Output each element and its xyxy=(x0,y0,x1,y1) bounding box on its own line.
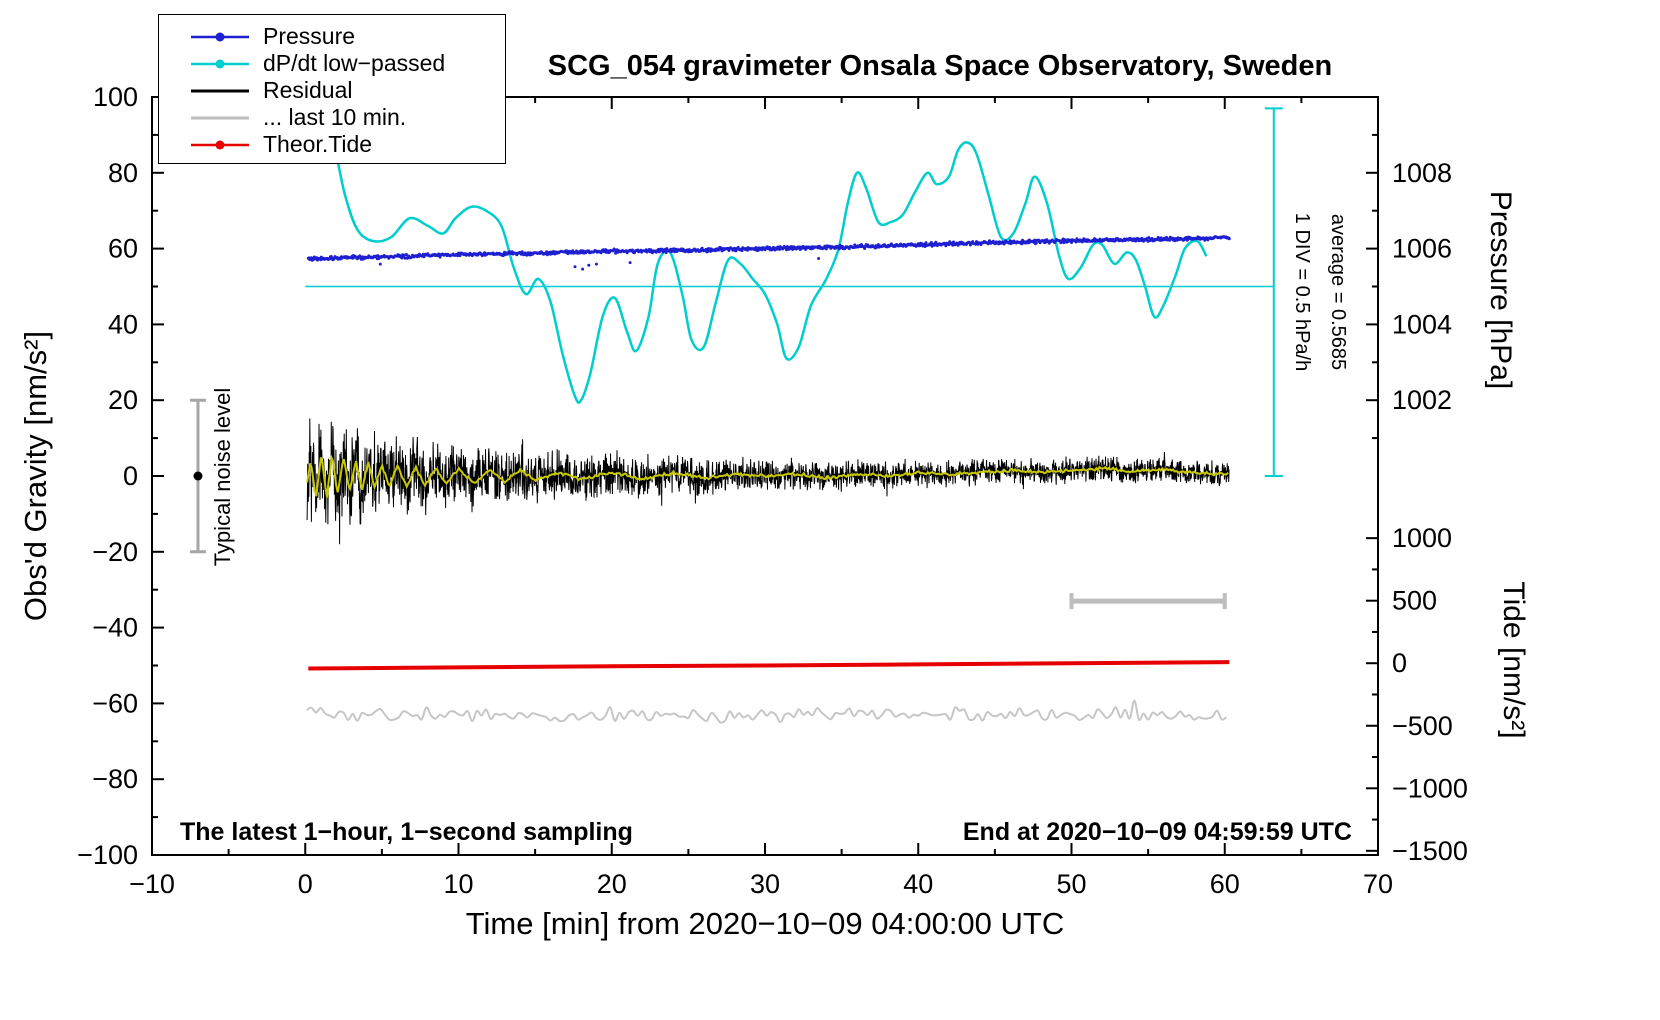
legend-item: Pressure xyxy=(159,23,505,50)
tick-label: 0 xyxy=(298,869,313,899)
legend-item: ... last 10 min. xyxy=(159,104,505,131)
legend-label: Residual xyxy=(263,77,353,103)
tick-label: −1000 xyxy=(1392,773,1468,803)
last10-series xyxy=(306,699,1227,724)
div-scale-label: 1 DIV = 0.5 hPa/h xyxy=(1291,212,1314,372)
legend-item: Theor.Tide xyxy=(159,131,505,158)
legend-marker-dot-icon xyxy=(215,140,225,149)
legend-label: dP/dt low−passed xyxy=(263,50,446,76)
y-axis-label-gravity: Obs'd Gravity [nm/s²] xyxy=(18,330,53,622)
tick-label: −500 xyxy=(1392,711,1453,741)
tick-label: −10 xyxy=(129,869,175,899)
tick-label: 1008 xyxy=(1392,158,1452,188)
y-axis-label-tide: Tide [nm/s²] xyxy=(1497,581,1530,739)
legend-marker-dot-icon xyxy=(215,59,225,68)
tick-label: 1004 xyxy=(1392,309,1452,339)
legend-line-icon xyxy=(191,140,249,149)
end-time-note: End at 2020−10−09 04:59:59 UTC xyxy=(962,818,1352,846)
legend-marker-dot-icon xyxy=(215,32,225,41)
sampling-note: The latest 1−hour, 1−second sampling xyxy=(180,818,633,846)
tick-label: 20 xyxy=(597,869,627,899)
x-axis-label: Time [min] from 2020−10−09 04:00:00 UTC xyxy=(465,906,1065,941)
tick-label: 60 xyxy=(108,234,138,264)
tick-label: 20 xyxy=(108,385,138,415)
tick-label: −80 xyxy=(92,764,138,794)
tick-label: 0 xyxy=(123,461,138,491)
tick-label: 80 xyxy=(108,158,138,188)
tick-label: −20 xyxy=(92,537,138,567)
legend-line-icon xyxy=(191,89,249,92)
legend: Pressure dP/dt low−passed Residual... last… xyxy=(158,14,506,164)
noise-bar-dot xyxy=(193,471,203,481)
tick-label: 1006 xyxy=(1392,234,1452,264)
tick-label: 60 xyxy=(1210,869,1240,899)
typical-noise-level-label: Typical noise level xyxy=(210,387,235,567)
tick-label: 40 xyxy=(108,309,138,339)
legend-line-icon xyxy=(191,59,249,68)
legend-line-icon xyxy=(191,32,249,41)
tick-label: 1002 xyxy=(1392,385,1452,415)
legend-item: dP/dt low−passed xyxy=(159,50,505,77)
tick-label: −40 xyxy=(92,613,138,643)
tick-label: 10 xyxy=(443,869,473,899)
tick-label: 40 xyxy=(903,869,933,899)
tick-label: 70 xyxy=(1363,869,1393,899)
y-axis-label-pressure: Pressure [hPa] xyxy=(1484,190,1517,390)
tick-label: −60 xyxy=(92,688,138,718)
legend-label: Pressure xyxy=(263,23,356,49)
tick-label: 30 xyxy=(750,869,780,899)
tick-label: 0 xyxy=(1392,648,1407,678)
legend-line-icon xyxy=(191,116,249,119)
tick-label: −1500 xyxy=(1392,836,1468,866)
average-value-label: average = 0.5685 xyxy=(1327,213,1350,371)
pressure-series xyxy=(306,235,1231,271)
legend-label: ... last 10 min. xyxy=(263,104,407,130)
tick-label: 100 xyxy=(93,82,138,112)
dpdt-series xyxy=(322,139,1208,404)
residual-smooth-series xyxy=(306,454,1229,498)
chart-title: SCG_054 gravimeter Onsala Space Observat… xyxy=(547,50,1333,82)
tick-label: −100 xyxy=(77,840,138,870)
tide-series xyxy=(308,660,1230,671)
legend-label: Theor.Tide xyxy=(263,131,373,157)
legend-item: Residual xyxy=(159,77,505,104)
tick-label: 500 xyxy=(1392,586,1437,616)
tick-label: 1000 xyxy=(1392,523,1452,553)
tick-label: 50 xyxy=(1056,869,1086,899)
